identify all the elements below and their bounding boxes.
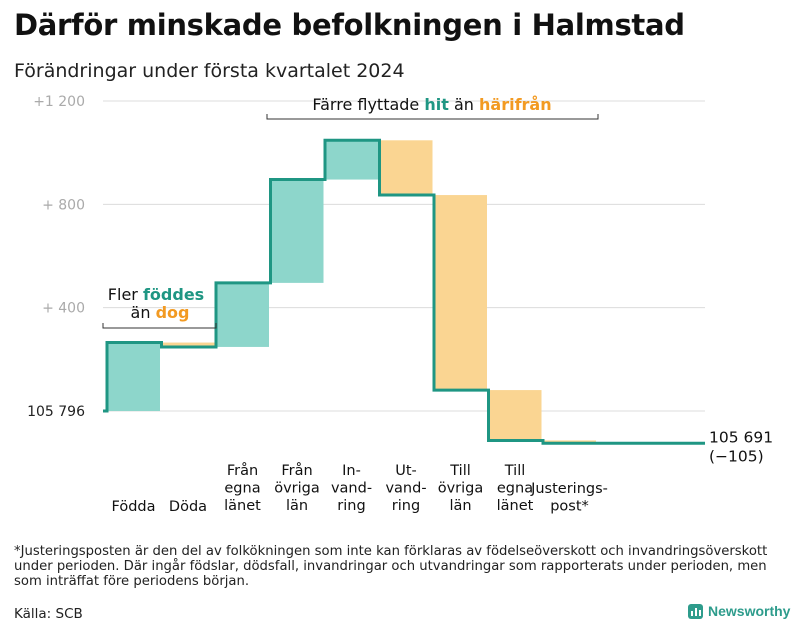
category-label-line: övriga bbox=[274, 481, 320, 497]
category-label-line: post* bbox=[550, 499, 589, 515]
newsworthy-logo-text: Newsworthy bbox=[708, 603, 791, 619]
category-label: Döda bbox=[169, 499, 207, 515]
end-change-label: (−105) bbox=[709, 447, 764, 465]
newsworthy-logo-icon bbox=[688, 603, 703, 619]
running-total-line bbox=[103, 138, 705, 445]
annotation-text: än bbox=[449, 95, 479, 114]
bar-gain bbox=[216, 282, 269, 347]
category-label-line: Till bbox=[504, 463, 526, 479]
footnote: *Justeringsposten är den del av folkökni… bbox=[14, 544, 768, 589]
category-label-line: Från bbox=[227, 462, 258, 479]
category-label-line: Döda bbox=[169, 499, 207, 515]
waterfall-chart: 105 796 + 400 + 800 +1 200 Födda Döda Från egna… bbox=[27, 94, 773, 515]
category-label-line: Till bbox=[449, 463, 471, 479]
annotation-births-line1: Fler föddes bbox=[108, 285, 204, 304]
bar-loss bbox=[161, 342, 215, 347]
newsworthy-logo: Newsworthy bbox=[688, 603, 790, 619]
annotation-highlight-loss: härifrån bbox=[479, 95, 552, 114]
bar-loss bbox=[488, 390, 542, 441]
category-label: Från övriga län bbox=[274, 462, 320, 514]
annotation-bracket bbox=[102, 323, 217, 329]
y-tick-label: 105 796 bbox=[27, 404, 85, 420]
category-label-line: övriga bbox=[438, 481, 484, 497]
y-tick-label: + 800 bbox=[42, 197, 85, 213]
category-label: Ut-vand-ring bbox=[385, 463, 426, 514]
annotation-highlight-loss: dog bbox=[156, 303, 190, 322]
category-label: Till övriga län bbox=[438, 463, 484, 514]
category-label-line: Födda bbox=[112, 499, 156, 515]
category-label-line: län bbox=[286, 498, 308, 514]
annotation-highlight-gain: hit bbox=[424, 95, 449, 114]
category-label-line: Justerings- bbox=[530, 481, 608, 497]
source-label: Källa: SCB bbox=[14, 606, 83, 622]
annotation-moves: Färre flyttade hit än härifrån bbox=[312, 95, 551, 114]
chart-title: Därför minskade befolkningen i Halmstad bbox=[14, 8, 685, 42]
category-label-line: Från bbox=[281, 462, 312, 479]
category-label-line: vand- bbox=[385, 481, 426, 497]
category-label-line: egna bbox=[497, 481, 533, 497]
annotation-text: Fler bbox=[108, 285, 143, 304]
category-label: Från egna länet bbox=[224, 462, 261, 514]
bar-loss bbox=[379, 140, 433, 196]
bar-gain bbox=[325, 140, 378, 180]
bar-loss bbox=[434, 195, 487, 391]
category-label-line: län bbox=[449, 498, 471, 514]
category-label: Justerings-post* bbox=[530, 481, 608, 515]
category-label: Till egna länet bbox=[497, 463, 534, 514]
annotation-births-line2: än dog bbox=[131, 303, 190, 322]
category-label-line: vand- bbox=[331, 481, 372, 497]
category-label: In-vand-ring bbox=[331, 463, 372, 514]
chart-subtitle: Förändringar under första kvartalet 2024 bbox=[14, 60, 405, 82]
y-tick-label: +1 200 bbox=[33, 94, 85, 110]
category-label-line: egna bbox=[224, 481, 260, 497]
annotation-highlight-gain: föddes bbox=[143, 285, 204, 304]
category-label-line: Ut- bbox=[395, 463, 417, 479]
bar-gain bbox=[270, 179, 324, 283]
category-label-line: ring bbox=[392, 498, 420, 514]
bar-gain bbox=[107, 342, 160, 411]
y-tick-label: + 400 bbox=[42, 301, 85, 317]
category-label: Födda bbox=[112, 499, 156, 515]
annotation-bracket bbox=[266, 114, 599, 120]
category-label-line: länet bbox=[224, 498, 261, 514]
annotation-text: Färre flyttade bbox=[312, 95, 424, 114]
annotation-text: än bbox=[131, 303, 156, 322]
category-label-line: In- bbox=[342, 463, 361, 479]
category-label-line: ring bbox=[337, 498, 365, 514]
category-label-line: länet bbox=[497, 498, 534, 514]
end-value-label: 105 691 bbox=[709, 428, 773, 446]
